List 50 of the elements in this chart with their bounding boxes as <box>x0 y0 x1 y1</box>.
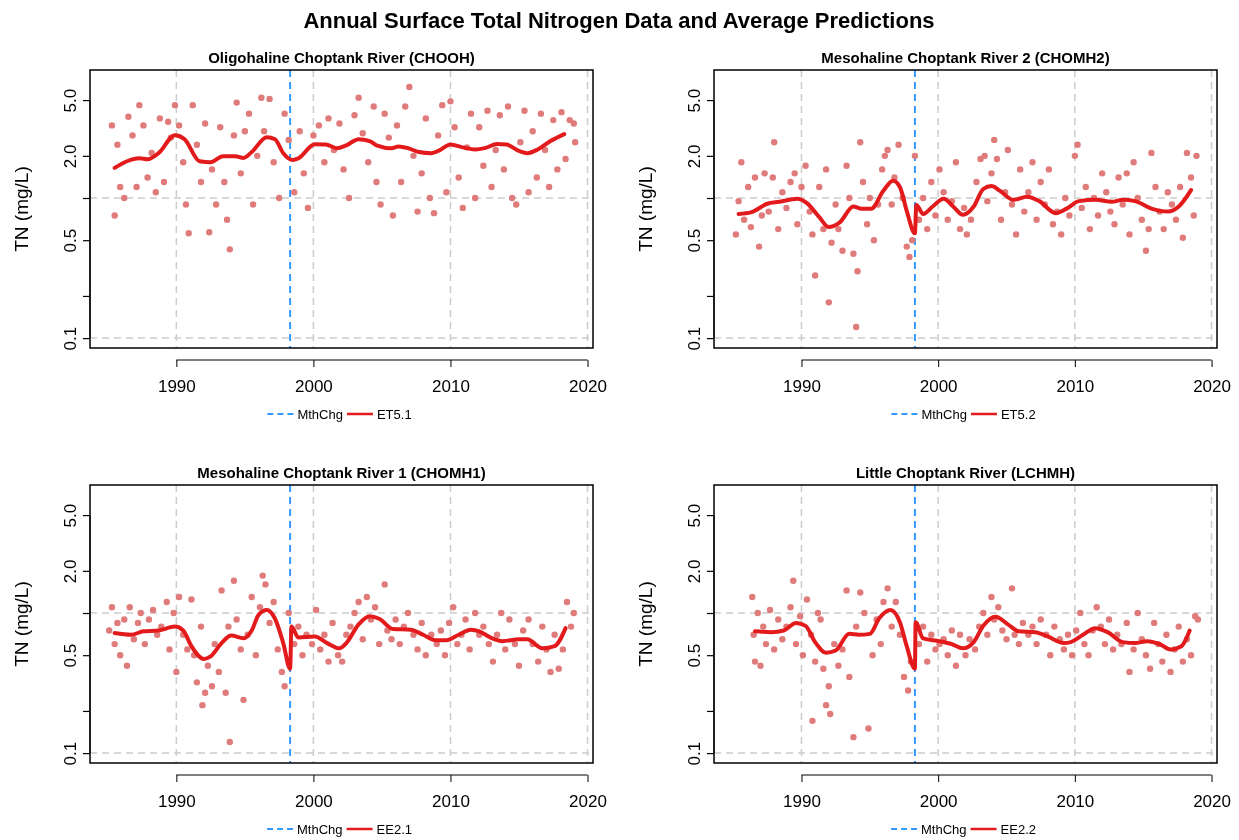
legend-label: ET5.1 <box>376 406 412 422</box>
chart-title: Mesohaline Choptank River 1 (CHOMH1) <box>197 464 486 481</box>
chart-title: Oligohaline Choptank River (CHOOH) <box>208 49 475 66</box>
y-tick-label: 0.5 <box>685 643 704 668</box>
legend-label: ET5.2 <box>1000 406 1036 422</box>
y-axis-title: TN (mg/L) <box>11 581 32 667</box>
y-tick-label: 2.0 <box>685 144 704 169</box>
x-tick-label: 2010 <box>1056 792 1095 812</box>
y-tick-label: 0.5 <box>61 643 80 668</box>
chart-title: Little Choptank River (LCHMH) <box>855 464 1076 481</box>
y-axis-title: TN (mg/L) <box>635 581 656 667</box>
legend-label: MthChg <box>297 406 343 422</box>
y-tick-label: 0.5 <box>61 228 80 253</box>
x-tick-label: 1990 <box>783 377 821 397</box>
y-tick-label: 0.1 <box>61 326 80 351</box>
x-tick-label: 2020 <box>569 377 607 397</box>
y-tick-label: 2.0 <box>61 144 80 169</box>
y-tick-label: 0.1 <box>685 326 704 351</box>
y-tick-label: 5.0 <box>61 503 80 528</box>
x-tick-label: 1990 <box>157 792 196 812</box>
legend-label: EE2.1 <box>376 821 412 837</box>
legend-label: MthChg <box>921 406 967 422</box>
x-tick-label: 2020 <box>1193 377 1231 397</box>
x-tick-label: 2020 <box>569 792 607 812</box>
x-tick-label: 1990 <box>157 377 196 397</box>
x-tick-label: 2010 <box>1056 377 1095 397</box>
line-series <box>112 132 567 170</box>
y-tick-label: 0.1 <box>685 741 704 766</box>
legend-label: MthChg <box>921 821 967 837</box>
x-tick-label: 1990 <box>783 792 821 812</box>
y-tick-label: 0.1 <box>61 741 80 766</box>
x-tick-label: 2020 <box>1193 792 1231 812</box>
x-tick-label: 2000 <box>294 792 333 812</box>
y-tick-label: 5.0 <box>61 88 80 113</box>
y-tick-label: 5.0 <box>685 503 704 528</box>
x-tick-label: 2000 <box>919 377 958 397</box>
x-tick-label: 2000 <box>294 377 333 397</box>
x-tick-label: 2010 <box>432 377 470 397</box>
y-tick-label: 5.0 <box>685 88 704 113</box>
y-tick-label: 2.0 <box>61 559 80 584</box>
chart-title: Mesohaline Choptank River 2 (CHOMH2) <box>821 49 1110 66</box>
y-axis-title: TN (mg/L) <box>635 166 656 252</box>
x-tick-label: 2010 <box>432 792 470 812</box>
y-tick-label: 2.0 <box>685 559 704 584</box>
y-tick-label: 0.5 <box>685 228 704 253</box>
legend-label: MthChg <box>297 821 343 837</box>
text: Annual Surface Total Nitrogen Data and Average Predictions <box>303 8 935 33</box>
legend-label: EE2.2 <box>1000 821 1036 837</box>
y-axis-title: TN (mg/L) <box>11 166 32 252</box>
x-tick-label: 2000 <box>919 792 958 812</box>
